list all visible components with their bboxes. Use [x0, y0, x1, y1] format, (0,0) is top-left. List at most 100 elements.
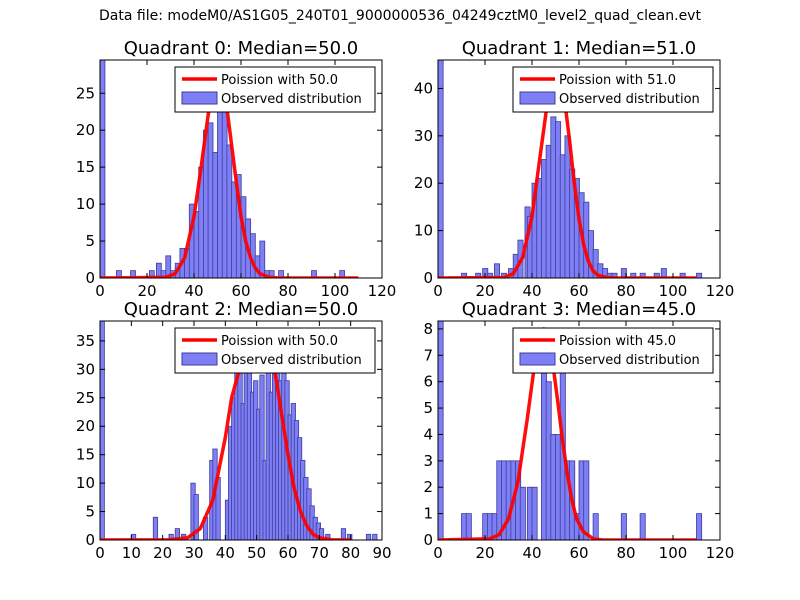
x-tick-label: 60	[278, 544, 297, 562]
legend-label-poisson: Poission with 45.0	[559, 334, 676, 349]
y-tick-label: 25	[76, 389, 95, 407]
y-tick-label: 3	[423, 452, 433, 470]
legend-label-observed: Observed distribution	[559, 353, 700, 368]
y-tick-label: 0	[85, 269, 95, 287]
y-tick-label: 10	[76, 195, 95, 213]
histogram-bar	[100, 321, 105, 540]
x-tick-label: 40	[184, 282, 203, 300]
x-tick-label: 20	[475, 544, 494, 562]
x-tick-label: 40	[216, 544, 235, 562]
histogram-bar	[100, 60, 106, 278]
x-tick-label: 100	[659, 544, 688, 562]
histogram-bar	[592, 513, 599, 540]
y-tick-label: 5	[85, 503, 95, 521]
histogram-bar	[365, 533, 372, 540]
histogram-bar	[696, 513, 703, 540]
histogram-bar	[372, 533, 378, 540]
histogram-bar	[583, 460, 590, 540]
histogram-bar	[226, 144, 233, 278]
axes-frame	[99, 320, 383, 541]
y-tick-label: 2	[423, 478, 433, 496]
y-tick-label: 0	[85, 531, 95, 549]
y-tick-label: 10	[76, 474, 95, 492]
chart-legend: Poission with 50.0 Observed distribution	[174, 327, 376, 374]
histogram-bar	[259, 374, 265, 540]
x-tick-label: 80	[278, 282, 297, 300]
figure-title: Data file: modeM0/AS1G05_240T01_90000005…	[99, 8, 701, 24]
legend-label-poisson: Poission with 50.0	[221, 334, 338, 349]
histogram-bar	[217, 92, 223, 278]
legend-label-observed: Observed distribution	[221, 353, 362, 368]
chart-title: Quadrant 2: Median=50.0	[124, 299, 359, 320]
x-tick-label: 60	[231, 282, 250, 300]
x-tick-label: 120	[706, 544, 735, 562]
legend-bar-swatch	[519, 91, 556, 105]
histogram-bar	[193, 211, 200, 278]
y-tick-label: 30	[414, 127, 433, 145]
legend-bar-swatch	[181, 352, 218, 366]
x-tick-label: 0	[95, 544, 105, 562]
x-tick-label: 20	[475, 282, 494, 300]
x-tick-label: 120	[368, 282, 397, 300]
y-tick-label: 20	[414, 174, 433, 192]
y-tick-label: 1	[423, 505, 433, 523]
legend-bar-swatch	[181, 91, 218, 105]
legend-label-observed: Observed distribution	[221, 92, 362, 107]
chart-panel-0: Quadrant 0: Median=50.0 0 20 40 60 80 100 120 0 5…	[76, 38, 396, 300]
y-tick-label: 20	[76, 121, 95, 139]
chart-legend: Poission with 45.0 Observed distribution	[512, 327, 714, 374]
x-tick-label: 0	[433, 282, 443, 300]
y-tick-label: 5	[423, 399, 433, 417]
x-tick-label: 0	[95, 282, 105, 300]
chart-title: Quadrant 0: Median=50.0	[124, 38, 359, 59]
x-tick-label: 20	[137, 282, 156, 300]
y-tick-label: 7	[423, 346, 433, 364]
chart-legend: Poission with 50.0 Observed distribution	[174, 66, 376, 113]
histogram-bar	[438, 321, 444, 540]
x-tick-label: 50	[247, 544, 266, 562]
chart-title: Quadrant 3: Median=45.0	[462, 299, 697, 320]
x-tick-label: 100	[321, 282, 350, 300]
x-tick-label: 30	[184, 544, 203, 562]
chart-title: Quadrant 1: Median=51.0	[462, 38, 697, 59]
legend-label-poisson: Poission with 51.0	[559, 73, 676, 88]
histogram-bar	[696, 272, 703, 278]
x-tick-label: 20	[153, 544, 172, 562]
x-tick-label: 100	[659, 282, 688, 300]
histogram-bar	[347, 533, 353, 540]
histogram-bar	[207, 122, 214, 278]
histogram-bar	[519, 486, 526, 540]
y-tick-label: 10	[414, 222, 433, 240]
x-tick-label: 0	[433, 544, 443, 562]
x-tick-label: 60	[569, 544, 588, 562]
y-tick-label: 4	[423, 425, 433, 443]
y-tick-label: 20	[76, 417, 95, 435]
chart-panel-1: Quadrant 1: Median=51.0 0 20 40 60 80 100 120 0 1…	[414, 38, 734, 300]
y-tick-label: 30	[76, 360, 95, 378]
y-tick-label: 40	[414, 79, 433, 97]
x-tick-label: 80	[341, 544, 360, 562]
histogram-bar	[531, 486, 538, 540]
histogram-bar	[639, 513, 646, 540]
x-tick-label: 40	[522, 282, 541, 300]
x-tick-label: 60	[569, 282, 588, 300]
legend-label-observed: Observed distribution	[559, 92, 700, 107]
y-tick-label: 8	[423, 320, 433, 338]
histogram-bar	[168, 533, 174, 540]
histogram-bar	[493, 263, 500, 278]
chart-legend: Poission with 51.0 Observed distribution	[512, 66, 714, 113]
chart-panel-3: Quadrant 3: Median=45.0 0 20 40 60 80 100 120 0 1…	[423, 299, 734, 562]
y-tick-label: 35	[76, 332, 95, 350]
y-tick-label: 25	[76, 84, 95, 102]
histogram-bar	[231, 181, 237, 278]
x-tick-label: 80	[616, 544, 635, 562]
y-tick-label: 6	[423, 373, 433, 391]
y-tick-label: 0	[423, 269, 433, 287]
x-tick-label: 90	[372, 544, 391, 562]
x-tick-label: 80	[616, 282, 635, 300]
x-tick-label: 40	[522, 544, 541, 562]
y-tick-label: 0	[423, 531, 433, 549]
legend-label-poisson: Poission with 50.0	[221, 73, 338, 88]
y-tick-label: 15	[76, 446, 95, 464]
